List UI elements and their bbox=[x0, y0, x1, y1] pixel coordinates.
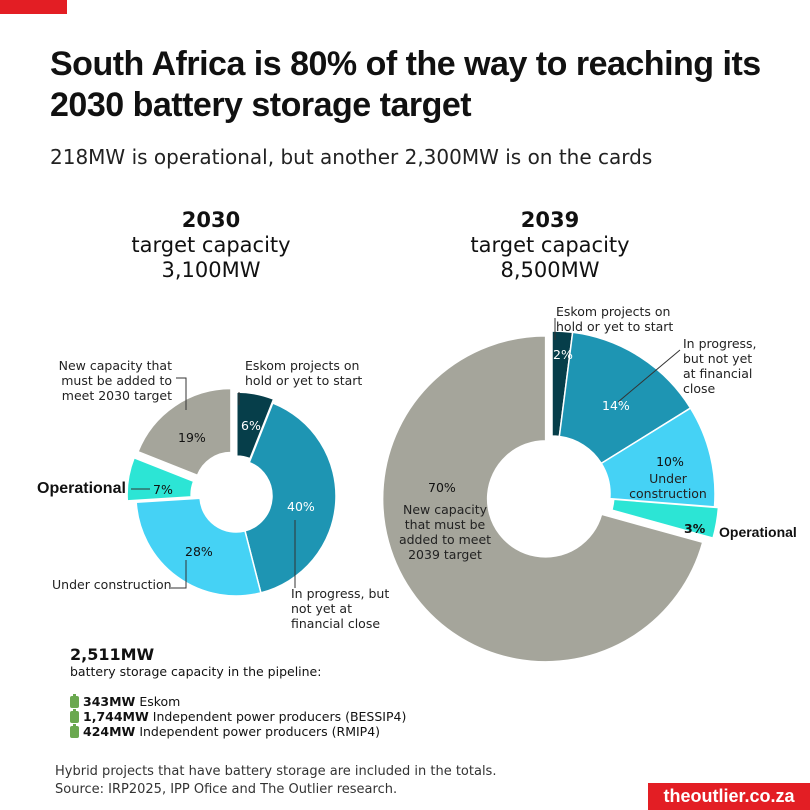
right-chart-subtitle: target capacity bbox=[470, 233, 630, 257]
right-pct-in-progress: 14% bbox=[602, 398, 630, 413]
right-pct-new: 70% bbox=[428, 480, 456, 495]
note-source: Source: IRP2025, IPP Ofice and The Outli… bbox=[55, 782, 398, 797]
note-hybrid: Hybrid projects that have battery storag… bbox=[55, 764, 497, 779]
leader-line bbox=[617, 349, 681, 403]
brand-bar bbox=[0, 0, 67, 14]
left-chart-heading: 2030 target capacity 3,100MW bbox=[106, 208, 316, 283]
pipeline-item-value: 343MW bbox=[83, 694, 136, 709]
left-label-in-progress: In progress, but not yet at financial cl… bbox=[291, 586, 390, 631]
donut-2030-slice-operational bbox=[126, 457, 195, 502]
footnotes: Hybrid projects that have battery storag… bbox=[55, 763, 496, 799]
right-label-in-progress: In progress, but not yet at financial cl… bbox=[683, 336, 757, 396]
pipeline-item-value: 424MW bbox=[83, 724, 136, 739]
left-label-new-capacity: New capacity that must be added to meet … bbox=[58, 358, 172, 403]
right-label-operational: Operational bbox=[719, 524, 797, 540]
left-chart-year: 2030 bbox=[181, 208, 241, 232]
donut-2030-slice-in_progress bbox=[244, 402, 337, 594]
pipeline-item-label: Independent power producers (BESSIP4) bbox=[152, 709, 407, 724]
right-chart-total: 8,500MW bbox=[500, 258, 600, 282]
pipeline-item: 343MW Eskom bbox=[70, 693, 406, 709]
pipeline-summary: 2,511MW battery storage capacity in the … bbox=[70, 646, 406, 739]
left-chart-subtitle: target capacity bbox=[131, 233, 291, 257]
pipeline-item-label: Independent power producers (RMIP4) bbox=[139, 724, 381, 739]
left-pct-in-progress: 40% bbox=[287, 499, 315, 514]
donut-2030-slice-new_capacity bbox=[137, 387, 232, 477]
left-label-operational: Operational bbox=[37, 480, 126, 497]
left-pct-eskom: 6% bbox=[241, 418, 261, 433]
right-chart-year: 2039 bbox=[520, 208, 580, 232]
left-chart-total: 3,100MW bbox=[161, 258, 261, 282]
brand-logo[interactable]: theoutlier.co.za bbox=[648, 783, 810, 810]
right-pct-under-construction: 10% bbox=[656, 454, 684, 469]
battery-icon bbox=[70, 723, 79, 738]
pipeline-total: 2,511MW bbox=[70, 645, 155, 664]
pipeline-item-label: Eskom bbox=[139, 694, 181, 709]
left-pct-operational: 7% bbox=[153, 482, 173, 497]
right-label-under-construction: Under construction bbox=[629, 471, 707, 501]
pipeline-item-value: 1,744MW bbox=[83, 709, 149, 724]
right-pct-eskom: 2% bbox=[553, 347, 573, 362]
leader-line bbox=[176, 377, 187, 410]
leader-line bbox=[171, 560, 187, 589]
battery-icon bbox=[70, 708, 79, 723]
left-pct-under-construction: 28% bbox=[185, 544, 213, 559]
right-chart-heading: 2039 target capacity 8,500MW bbox=[445, 208, 655, 283]
donut-2039-slice-in_progress bbox=[558, 331, 692, 465]
left-label-eskom: Eskom projects on hold or yet to start bbox=[245, 358, 363, 388]
page-title: South Africa is 80% of the way to reachi… bbox=[50, 45, 761, 124]
left-pct-new: 19% bbox=[178, 430, 206, 445]
donut-2039-slice-new_capacity bbox=[381, 335, 704, 663]
page-subtitle: 218MW is operational, but another 2,300M… bbox=[50, 145, 653, 169]
donut-2039-slice-operational bbox=[611, 498, 720, 539]
battery-icon bbox=[70, 693, 79, 708]
right-label-eskom: Eskom projects on hold or yet to start bbox=[556, 304, 674, 334]
right-label-new-capacity: New capacity that must be added to meet … bbox=[398, 502, 492, 562]
left-label-under-construction: Under construction bbox=[52, 577, 172, 592]
pipeline-caption: battery storage capacity in the pipeline… bbox=[70, 664, 322, 679]
donut-2030-slice-under_construction bbox=[135, 497, 262, 597]
right-pct-operational: 3% bbox=[684, 521, 706, 536]
pipeline-item: 1,744MW Independent power producers (BESS… bbox=[70, 708, 407, 724]
pipeline-item: 424MW Independent power producers (RMIP4) bbox=[70, 723, 406, 739]
